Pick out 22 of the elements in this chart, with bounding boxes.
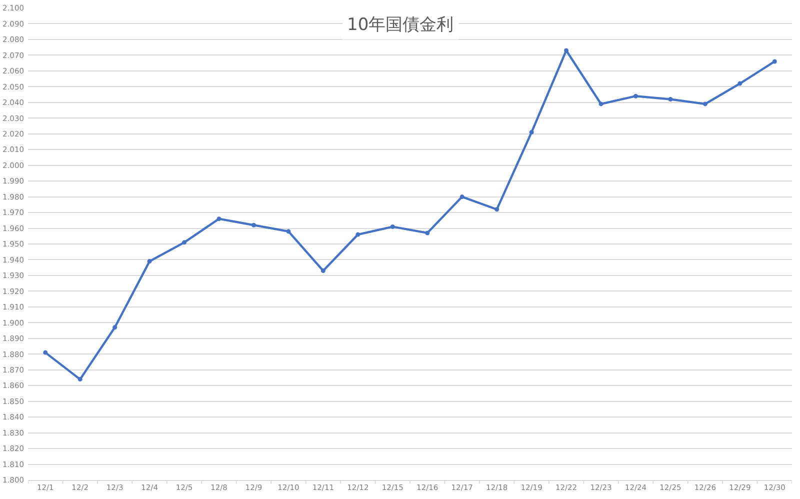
point <box>494 207 500 212</box>
point <box>668 97 673 102</box>
point <box>425 230 430 236</box>
point <box>529 130 534 135</box>
point <box>598 102 604 106</box>
point <box>633 94 638 98</box>
point <box>390 224 395 229</box>
point <box>320 268 326 273</box>
point <box>147 259 152 264</box>
point <box>738 81 742 86</box>
point <box>43 350 48 355</box>
point <box>356 232 360 237</box>
point <box>112 325 118 330</box>
point <box>182 240 187 245</box>
text: 10年国債金利 <box>347 15 454 35</box>
point <box>216 216 222 222</box>
point <box>251 222 256 228</box>
point <box>460 194 464 200</box>
point <box>286 229 291 234</box>
point <box>772 59 777 64</box>
point <box>702 102 708 106</box>
point <box>78 377 82 382</box>
